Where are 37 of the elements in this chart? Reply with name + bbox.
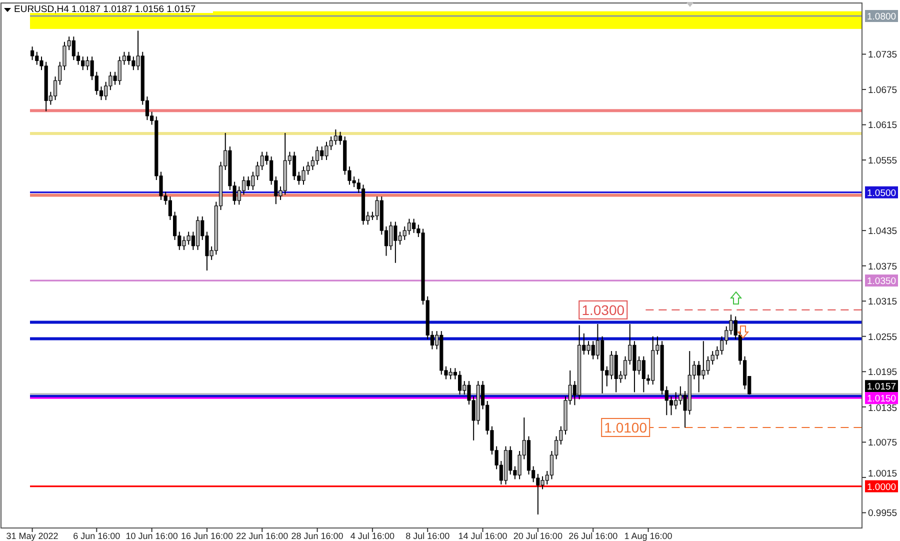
y-tick-label: 1.0195 [868,367,898,378]
ref-line-label: 1.0300 [582,302,625,318]
ref-line-label: 1.0000 [867,482,896,493]
x-tick-label: 20 Jul 16:00 [513,531,562,541]
x-tick-label: 16 Jun 16:00 [180,531,233,541]
ref-line-label: 1.0157 [867,382,896,393]
chart-title: EURUSD,H4 1.0187 1.0187 1.0156 1.0157 [14,4,196,15]
x-tick-label: 22 Jun 16:00 [236,531,288,541]
candlestick [458,370,462,396]
ref-line-label: 1.0100 [604,419,648,436]
ref-line-label: 1.0800 [867,11,896,22]
ref-line-label: 1.0150 [867,394,896,405]
y-tick-label: 1.0135 [868,403,898,414]
y-tick-label: 1.0015 [868,468,898,480]
y-tick-label: 1.0735 [868,50,898,61]
x-tick-label: 31 May 2022 [6,531,58,541]
y-tick-label: 1.0315 [868,296,898,308]
y-tick-label: 0.9955 [868,508,898,520]
x-tick-label: 8 Jul 16:00 [406,531,450,541]
y-tick-label: 1.0375 [868,261,898,272]
x-tick-label: 26 Jul 16:00 [568,531,618,541]
y-tick-label: 1.0075 [868,438,898,449]
y-tick-label: 1.0555 [868,156,898,167]
x-tick-label: 28 Jun 16:00 [291,531,344,541]
ref-line-label: 1.0350 [867,276,896,288]
y-tick-label: 1.0255 [868,332,898,343]
y-tick-label: 1.0435 [868,226,898,238]
x-tick-label: 14 Jul 16:00 [458,531,508,541]
y-tick-label: 1.0675 [868,84,898,96]
x-tick-label: 4 Jul 16:00 [350,531,394,541]
x-tick-label: 6 Jun 16:00 [73,531,120,541]
y-tick-label: 1.0615 [868,120,898,132]
candlestick [407,218,412,236]
x-tick-label: 10 Jun 16:00 [126,531,178,541]
ref-line-label: 1.0500 [867,188,896,199]
x-tick-label: 1 Aug 16:00 [624,531,672,541]
candlestick [30,46,34,61]
